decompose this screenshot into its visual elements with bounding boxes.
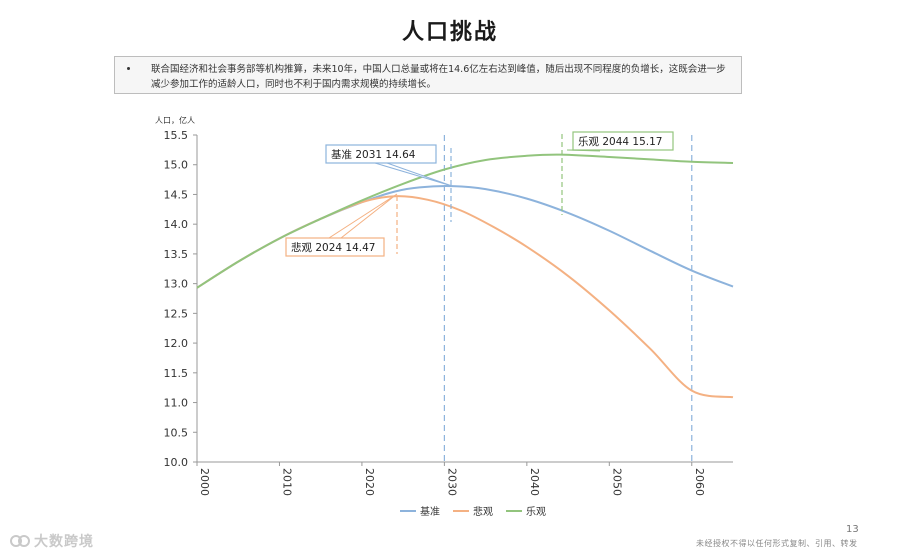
callout-label: 基准 2031 14.64 bbox=[331, 148, 416, 161]
x-tick-label: 2000 bbox=[198, 468, 211, 496]
x-tick-label: 2040 bbox=[528, 468, 541, 496]
y-tick-label: 12.0 bbox=[164, 337, 189, 350]
reference-lines bbox=[443, 135, 693, 462]
x-tick-label: 2050 bbox=[610, 468, 623, 496]
x-tick-label: 2010 bbox=[280, 468, 293, 496]
logo-icon bbox=[10, 535, 30, 547]
copyright-disclaimer: 未经授权不得以任何形式复制、引用、转发 bbox=[696, 539, 858, 548]
y-tick-label: 14.5 bbox=[164, 188, 189, 201]
callout-label: 乐观 2044 15.17 bbox=[578, 136, 662, 148]
x-tick-label: 2060 bbox=[693, 468, 706, 496]
y-tick-label: 12.5 bbox=[164, 307, 189, 320]
chart-callouts: 基准 2031 14.64 悲观 2024 14.47 乐观 2044 15.17 bbox=[285, 131, 674, 257]
y-tick-label: 10.5 bbox=[164, 426, 189, 439]
y-tick-label: 11.0 bbox=[164, 397, 189, 410]
y-tick-label: 15.0 bbox=[164, 159, 189, 172]
brand-logo: 大数跨境 bbox=[10, 531, 94, 551]
slide-title: 人口挑战 bbox=[401, 19, 498, 45]
page-number: 13 bbox=[846, 524, 859, 535]
callout-label: 悲观 2024 14.47 bbox=[291, 241, 375, 254]
callout-pointer bbox=[374, 162, 453, 187]
chart-series bbox=[196, 153, 734, 399]
series-line-悲观 bbox=[196, 195, 734, 399]
callout-box bbox=[572, 131, 674, 151]
callout-box bbox=[285, 237, 385, 257]
legend-label: 乐观 bbox=[526, 506, 546, 518]
y-tick-label: 13.0 bbox=[164, 278, 189, 291]
callout-box bbox=[325, 144, 437, 164]
x-tick-label: 2020 bbox=[363, 468, 376, 496]
y-tick-label: 15.5 bbox=[164, 129, 189, 142]
legend-label: 基准 bbox=[420, 505, 440, 518]
chart-axes: 人口，亿人 10.0 10.5 11.0 11.5 12.0 12.5 13.0 13.5 14.… bbox=[155, 115, 733, 496]
summary-text: 联合国经济和社会事务部等机构推算，未来10年，中国人口总量或将在14.6亿左右达… bbox=[151, 64, 726, 90]
series-line-乐观 bbox=[196, 153, 734, 289]
chart-legend: 基准 悲观 乐观 bbox=[400, 505, 546, 518]
legend-label: 悲观 bbox=[473, 505, 493, 518]
y-axis-label: 人口，亿人 bbox=[155, 115, 195, 125]
bullet-point bbox=[127, 67, 130, 70]
y-tick-label: 11.5 bbox=[164, 367, 189, 380]
y-tick-label: 13.5 bbox=[164, 248, 189, 261]
x-tick-label: 2030 bbox=[445, 468, 458, 496]
summary-box: 联合国经济和社会事务部等机构推算，未来10年，中国人口总量或将在14.6亿左右达… bbox=[114, 56, 742, 94]
series-line-基准 bbox=[196, 185, 734, 289]
y-tick-label: 10.0 bbox=[164, 456, 189, 469]
y-tick-label: 14.0 bbox=[164, 218, 189, 231]
logo-text: 大数跨境 bbox=[34, 534, 94, 550]
